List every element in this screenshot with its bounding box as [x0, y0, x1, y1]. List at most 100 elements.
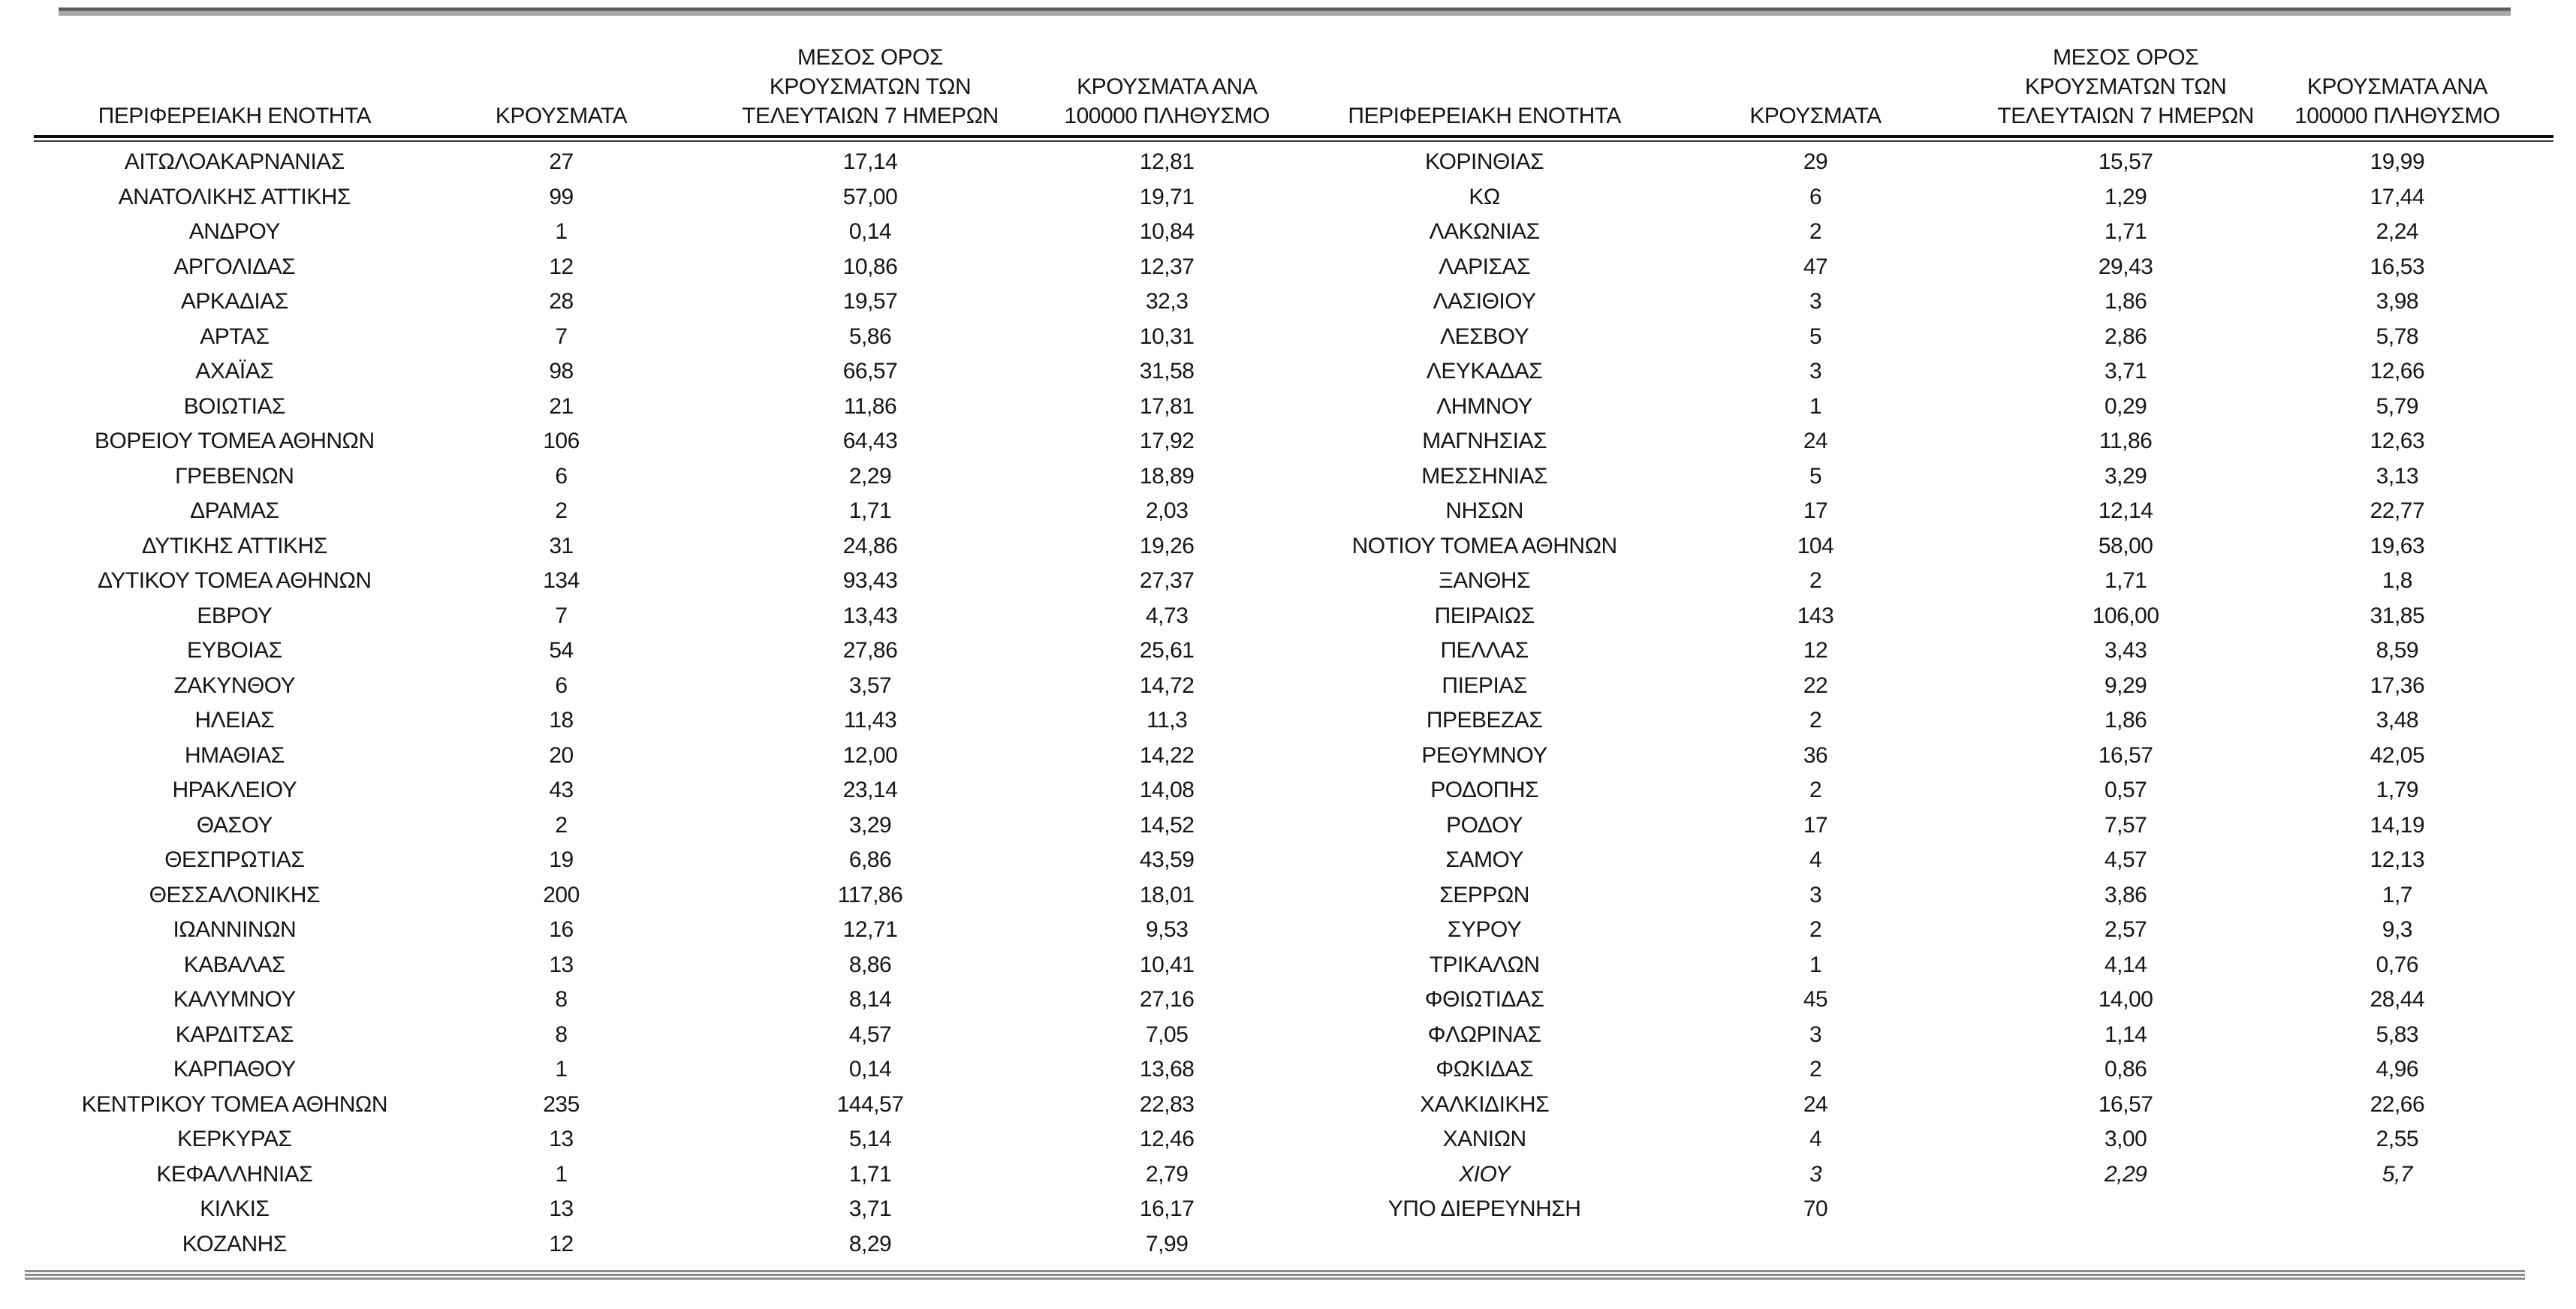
region-cell: ΚΑΡΔΙΤΣΑΣ [175, 1022, 294, 1047]
avg7-cell: 7,57 [2104, 812, 2147, 838]
region-cell: ΣΥΡΟΥ [1447, 917, 1522, 943]
region-cell: ΛΑΡΙΣΑΣ [1439, 254, 1531, 279]
header-per100k-right-line1: ΚΡΟΥΣΜΑΤΑ ΑΝΑ [2306, 74, 2488, 99]
cases-cell: 8 [555, 1022, 568, 1047]
cases-cell: 1 [1809, 393, 1822, 419]
per100k-cell: 14,22 [1139, 742, 1195, 768]
region-cell: ΚΑΒΑΛΑΣ [183, 952, 286, 977]
avg7-cell: 11,43 [843, 708, 897, 733]
region-cell: ΜΕΣΣΗΝΙΑΣ [1421, 463, 1548, 489]
per100k-cell: 25,61 [1139, 638, 1195, 664]
cases-cell: 143 [1797, 603, 1834, 628]
avg7-cell: 2,86 [2104, 323, 2147, 349]
region-cell: ΚΙΛΚΙΣ [200, 1196, 270, 1222]
region-cell: ΚΕΝΤΡΙΚΟΥ ΤΟΜΕΑ ΑΘΗΝΩΝ [81, 1091, 388, 1117]
region-cell: ΘΕΣΠΡΩΤΙΑΣ [164, 847, 305, 873]
cases-cell: 8 [555, 987, 568, 1013]
region-cell [1306, 1227, 1664, 1262]
avg7-cell [1968, 1227, 2284, 1262]
avg7-cell: 1,71 [848, 498, 892, 524]
per100k-cell: 9,3 [2382, 917, 2413, 943]
header-cases-left: ΚΡΟΥΣΜΑΤΑ [411, 101, 713, 135]
region-cell: ΛΑΚΩΝΙΑΣ [1429, 219, 1541, 245]
per100k-cell: 9,53 [1146, 917, 1189, 943]
avg7-cell: 117,86 [837, 882, 903, 907]
cases-cell: 7 [555, 603, 568, 628]
header-per100k-right-line2: 100000 ΠΛΗΘΥΣΜΟ [2294, 104, 2500, 128]
cases-cell: 4 [1809, 1127, 1822, 1152]
cases-cell: 12 [549, 254, 574, 279]
cases-cell: 134 [543, 568, 580, 594]
region-cell: ΙΩΑΝΝΙΝΩΝ [173, 917, 297, 943]
cases-cell: 28 [549, 289, 574, 314]
per100k-cell: 17,81 [1139, 393, 1195, 419]
region-cell: ΔΡΑΜΑΣ [190, 498, 279, 524]
cases-cell: 6 [1809, 184, 1822, 209]
header-per100k-left-line2: 100000 ΠΛΗΘΥΣΜΟ [1064, 104, 1270, 128]
avg7-cell: 12,14 [2098, 498, 2153, 524]
avg7-cell: 12,71 [842, 917, 898, 943]
cases-cell [1664, 1227, 1968, 1262]
per100k-cell: 31,85 [2370, 603, 2425, 628]
per100k-cell: 43,59 [1139, 847, 1195, 873]
per100k-cell: 12,13 [2370, 847, 2425, 873]
avg7-cell: 66,57 [842, 359, 898, 384]
per100k-cell: 22,83 [1139, 1091, 1195, 1117]
cases-cell: 2 [1809, 917, 1822, 943]
per100k-cell: 8,59 [2376, 638, 2419, 664]
region-cell: ΣΕΡΡΩΝ [1439, 882, 1529, 907]
header-separator-rule [34, 135, 2553, 143]
region-cell: ΑΧΑΪΑΣ [195, 359, 274, 384]
region-cell: ΦΩΚΙΔΑΣ [1436, 1057, 1534, 1082]
region-cell: ΚΕΡΚΥΡΑΣ [177, 1127, 292, 1152]
avg7-cell: 5,14 [848, 1127, 892, 1152]
region-cell: ΒΟΙΩΤΙΑΣ [183, 393, 286, 419]
per100k-cell: 14,72 [1139, 673, 1195, 698]
region-cell: ΕΒΡΟΥ [197, 603, 273, 628]
per100k-cell: 5,78 [2376, 323, 2419, 349]
avg7-cell: 106,00 [2092, 603, 2159, 628]
region-cell: ΜΑΓΝΗΣΙΑΣ [1422, 429, 1547, 454]
avg7-cell: 2,57 [2104, 917, 2147, 943]
table-header: ΠΕΡΙΦΕΡΕΙΑΚΗ ΕΝΟΤΗΤΑ ΚΡΟΥΣΜΑΤΑ ΜΕΣΟΣ ΟΡΟ… [59, 26, 2511, 135]
avg7-cell: 93,43 [842, 568, 898, 594]
avg7-cell: 3,86 [2104, 882, 2147, 907]
avg7-cell: 1,14 [2104, 1022, 2147, 1047]
per100k-cell [2284, 1227, 2511, 1262]
avg7-cell: 23,14 [842, 778, 898, 803]
region-cell: ΑΡΓΟΛΙΔΑΣ [173, 254, 296, 279]
cases-cell: 2 [1809, 219, 1822, 245]
per100k-cell: 16,53 [2370, 254, 2425, 279]
avg7-cell: 0,29 [2104, 393, 2147, 419]
cases-cell: 43 [549, 778, 574, 803]
header-avg7-right-line2: ΚΡΟΥΣΜΑΤΩΝ ΤΩΝ [2025, 74, 2227, 99]
cases-cell: 13 [549, 1196, 574, 1222]
region-cell: ΠΕΙΡΑΙΩΣ [1434, 603, 1535, 628]
region-cell: ΚΟΡΙΝΘΙΑΣ [1425, 149, 1544, 175]
per100k-cell: 10,41 [1139, 952, 1195, 977]
avg7-cell: 3,71 [848, 1196, 892, 1222]
region-cell: ΝΟΤΙΟΥ ΤΟΜΕΑ ΑΘΗΝΩΝ [1351, 533, 1618, 558]
region-cell: ΘΕΣΣΑΛΟΝΙΚΗΣ [149, 882, 321, 907]
cases-cell: 21 [549, 393, 574, 419]
cases-cell: 31 [549, 533, 574, 558]
per100k-cell [2284, 1192, 2511, 1227]
per100k-cell: 27,37 [1139, 568, 1195, 594]
per100k-cell: 3,48 [2376, 708, 2419, 733]
per100k-cell: 2,79 [1146, 1161, 1189, 1187]
cases-cell: 3 [1809, 289, 1822, 314]
avg7-cell: 1,71 [2104, 568, 2147, 594]
cases-cell: 6 [555, 463, 568, 489]
per100k-cell: 28,44 [2370, 987, 2425, 1013]
avg7-cell: 4,57 [848, 1022, 892, 1047]
cases-cell: 27 [549, 149, 574, 175]
avg7-cell: 29,43 [2098, 254, 2153, 279]
region-cell: ΔΥΤΙΚΗΣ ΑΤΤΙΚΗΣ [141, 533, 327, 558]
avg7-cell: 16,57 [2098, 742, 2153, 768]
header-avg7-left-line1: ΜΕΣΟΣ ΟΡΟΣ [797, 45, 943, 70]
header-avg7-left-line2: ΚΡΟΥΣΜΑΤΩΝ ΤΩΝ [769, 74, 972, 99]
region-cell: ΒΟΡΕΙΟΥ ΤΟΜΕΑ ΑΘΗΝΩΝ [95, 429, 375, 454]
cases-cell: 2 [555, 498, 568, 524]
region-cell: ΤΡΙΚΑΛΩΝ [1429, 952, 1540, 977]
region-cell: ΧΙΟΥ [1459, 1161, 1511, 1187]
